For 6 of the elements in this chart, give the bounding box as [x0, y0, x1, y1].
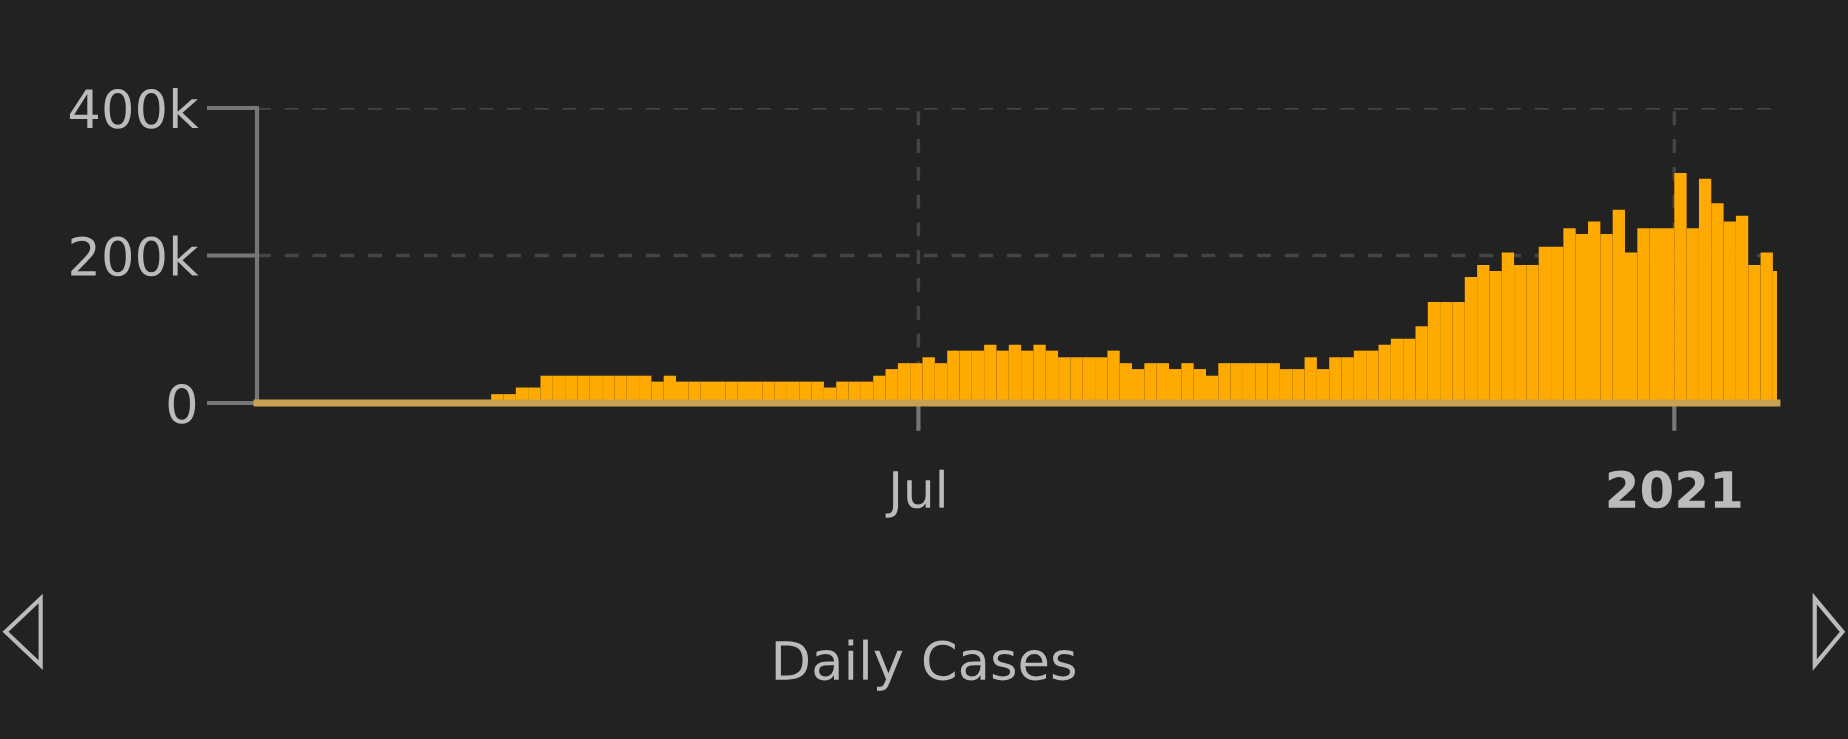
text: Daily Cases	[775, 639, 1075, 691]
y-tick-label: 200k	[71, 235, 199, 277]
x-tick-label: 2021	[1608, 470, 1741, 509]
y-tick-label: 0	[168, 383, 196, 424]
x-tick-label: Jul	[885, 469, 944, 518]
y-tick-label: 400k	[69, 87, 199, 129]
